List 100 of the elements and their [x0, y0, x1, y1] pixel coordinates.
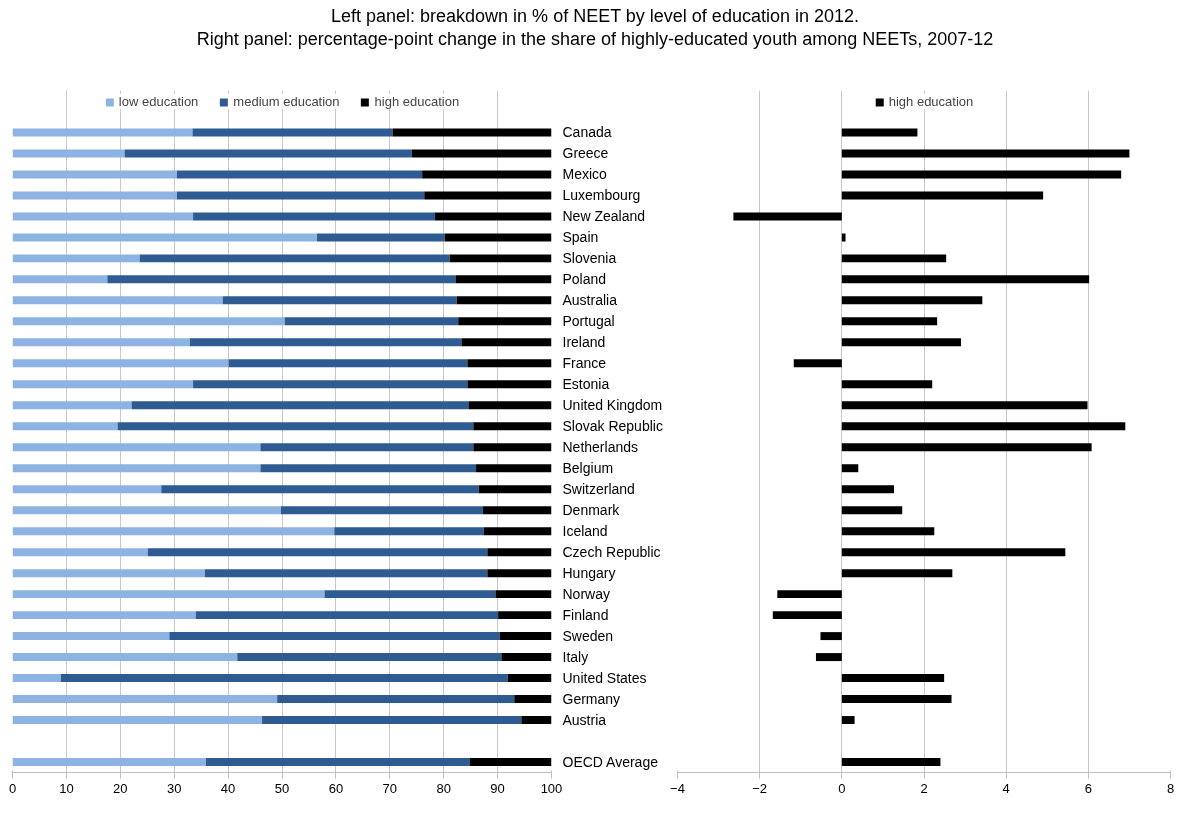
bar — [176, 170, 423, 179]
y-tick-label: Ireland — [562, 334, 606, 351]
bar — [12, 296, 223, 305]
y-tick-label: United States — [562, 670, 647, 687]
bar — [841, 674, 945, 683]
bar — [841, 149, 1130, 158]
y-tick-label: Greece — [562, 145, 609, 162]
bar — [12, 569, 205, 578]
bar — [820, 632, 842, 641]
bar — [455, 275, 552, 284]
bar — [107, 275, 456, 284]
y-tick-label: Poland — [562, 271, 607, 288]
legend-label: high education — [888, 94, 974, 109]
bar — [12, 758, 206, 766]
bar — [392, 128, 552, 137]
bar — [841, 296, 983, 305]
bar — [12, 485, 162, 494]
bar — [507, 674, 552, 683]
y-tick-label: Italy — [562, 649, 589, 666]
y-tick-label: New Zealand — [562, 208, 645, 225]
bar — [841, 569, 953, 578]
bar — [841, 317, 938, 326]
bar — [147, 548, 488, 557]
bar — [12, 716, 263, 725]
bar — [514, 695, 552, 704]
x-tick-label: 10 — [59, 780, 74, 796]
bar — [12, 233, 318, 242]
y-tick-label: Sweden — [562, 628, 614, 645]
bar — [478, 485, 552, 494]
y-tick-label: Germany — [562, 691, 621, 708]
bar — [468, 401, 552, 410]
y-tick-label: Switzerland — [562, 481, 635, 498]
y-tick-label: Belgium — [562, 460, 614, 477]
y-tick-label: Spain — [562, 229, 599, 246]
bar — [12, 191, 177, 200]
bar — [449, 254, 552, 263]
y-tick-label: Czech Republic — [562, 544, 661, 561]
bar — [841, 233, 846, 242]
bar — [483, 506, 552, 515]
bar — [521, 716, 552, 725]
bar — [733, 212, 842, 221]
x-tick-label: 40 — [220, 780, 236, 796]
bar — [499, 632, 552, 641]
x-tick-label: 70 — [382, 780, 398, 796]
bar — [841, 254, 947, 263]
bar — [777, 590, 842, 599]
bar — [841, 548, 1066, 557]
y-tick-label: Portugal — [562, 313, 615, 330]
bar — [12, 149, 125, 158]
x-tick-label: 100 — [540, 780, 563, 796]
bar — [124, 149, 412, 158]
y-tick-label: Mexico — [562, 166, 608, 183]
bar — [815, 653, 842, 662]
bar — [841, 443, 1092, 452]
bar — [12, 611, 196, 620]
x-tick-label: −4 — [670, 780, 685, 796]
bar — [473, 422, 552, 431]
bar — [841, 338, 961, 347]
text: Left panel: breakdown in % of NEET by level of education in 2012. — [330, 6, 859, 26]
bar — [841, 422, 1126, 431]
bar — [193, 380, 468, 389]
bar — [458, 317, 552, 326]
bar — [161, 485, 479, 494]
bar — [12, 401, 132, 410]
bar — [495, 590, 552, 599]
bar — [131, 401, 469, 410]
bar — [260, 443, 474, 452]
bar — [228, 359, 468, 368]
x-tick-label: 60 — [328, 780, 344, 796]
bar — [12, 275, 108, 284]
bar — [424, 191, 552, 200]
y-tick-label: Hungary — [562, 565, 616, 582]
bar — [12, 443, 261, 452]
y-tick-label: Iceland — [562, 523, 608, 540]
bar — [284, 317, 459, 326]
y-tick-label: France — [562, 355, 607, 372]
bar — [12, 632, 170, 641]
bar — [498, 611, 552, 620]
x-tick-label: 80 — [436, 780, 451, 796]
bar — [487, 548, 552, 557]
bar — [12, 338, 190, 347]
bar — [12, 359, 229, 368]
bar — [469, 758, 552, 766]
bar — [12, 422, 118, 431]
bar — [262, 716, 522, 725]
x-tick-label: 50 — [274, 780, 290, 796]
y-tick-label: Netherlands — [562, 439, 638, 456]
legend-label: medium education — [233, 94, 340, 109]
legend-label: low education — [118, 94, 199, 109]
bar — [12, 464, 261, 473]
bar — [411, 149, 552, 158]
y-tick-label: Slovenia — [562, 250, 617, 267]
bar — [841, 191, 1044, 200]
bar — [192, 128, 393, 137]
x-tick-label: 8 — [1166, 780, 1175, 796]
bar — [476, 464, 552, 473]
y-tick-label: Denmark — [562, 502, 621, 519]
bar — [473, 443, 552, 452]
bar — [12, 506, 281, 515]
bar — [422, 170, 552, 179]
